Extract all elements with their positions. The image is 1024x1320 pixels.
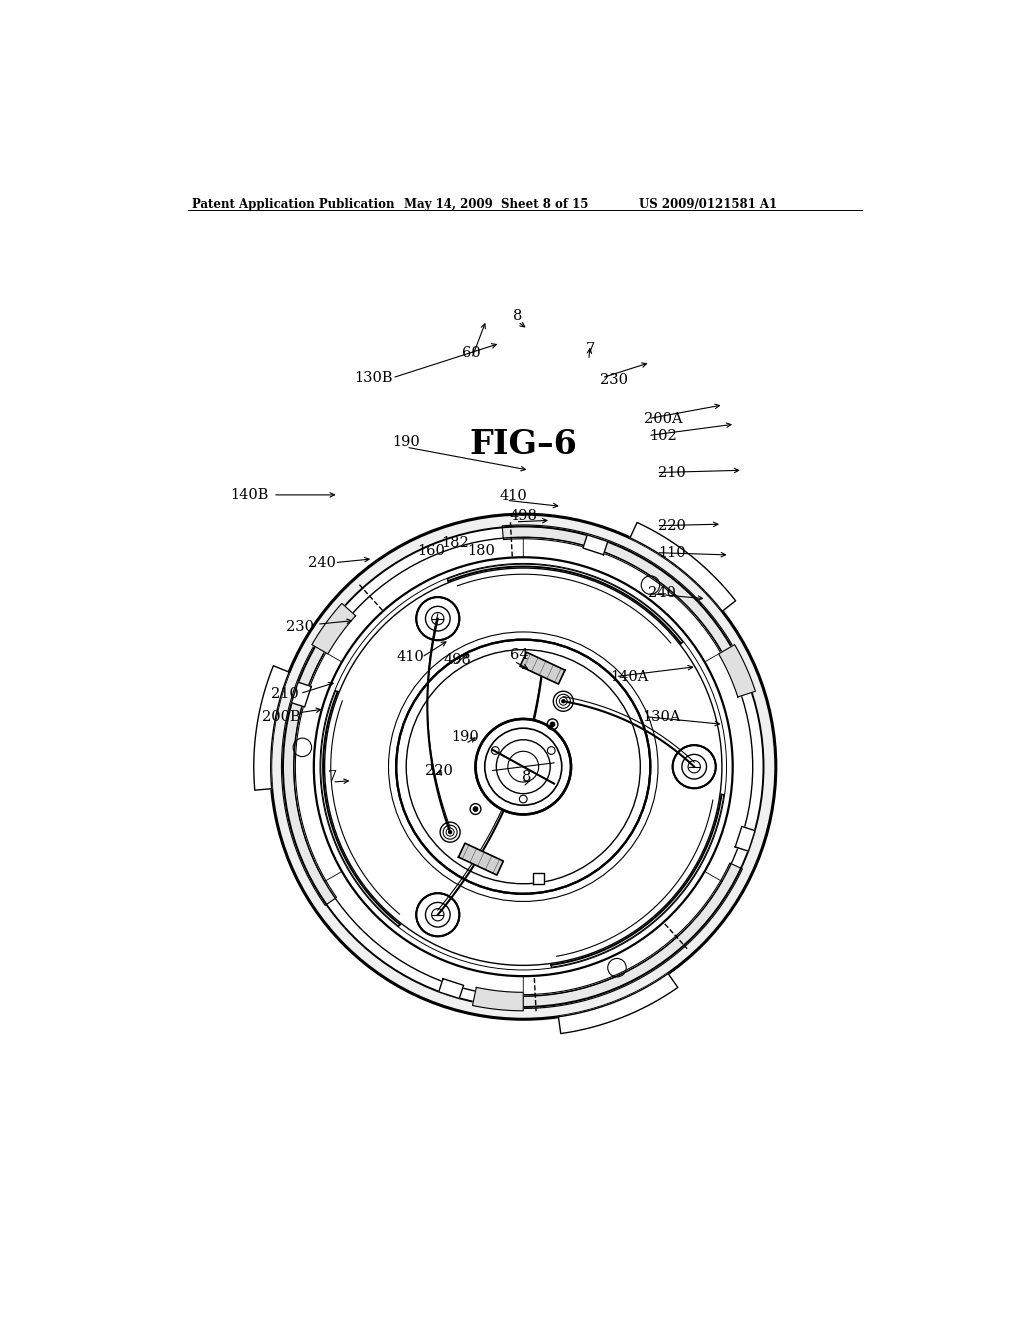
Text: 410: 410 <box>500 488 527 503</box>
Polygon shape <box>502 863 742 1008</box>
Text: 190: 190 <box>452 730 479 744</box>
Text: 102: 102 <box>649 429 677 442</box>
Polygon shape <box>523 537 722 663</box>
Polygon shape <box>472 987 523 1011</box>
Text: 410: 410 <box>396 651 424 664</box>
Text: 210: 210 <box>270 686 298 701</box>
Polygon shape <box>735 826 755 851</box>
Text: 240: 240 <box>648 586 676 601</box>
Circle shape <box>562 700 565 702</box>
Circle shape <box>475 719 571 814</box>
Text: 220: 220 <box>425 763 453 777</box>
Circle shape <box>416 597 460 640</box>
Polygon shape <box>312 603 355 653</box>
Circle shape <box>473 807 478 812</box>
Polygon shape <box>292 682 311 708</box>
Polygon shape <box>438 978 464 998</box>
Circle shape <box>416 894 460 936</box>
Text: 64: 64 <box>510 648 528 663</box>
Text: 180: 180 <box>467 544 495 558</box>
Text: 110: 110 <box>658 545 686 560</box>
Circle shape <box>673 744 716 788</box>
Text: 182: 182 <box>441 536 469 550</box>
Text: 498: 498 <box>509 510 538 524</box>
Text: 130A: 130A <box>643 710 681 723</box>
Polygon shape <box>520 652 565 684</box>
Text: Patent Application Publication: Patent Application Publication <box>193 198 394 211</box>
Text: 7: 7 <box>328 770 337 784</box>
Polygon shape <box>254 665 289 791</box>
Polygon shape <box>523 871 722 997</box>
Polygon shape <box>558 974 678 1034</box>
Text: 7: 7 <box>586 342 595 356</box>
Polygon shape <box>459 843 504 875</box>
Text: 140B: 140B <box>230 488 269 502</box>
Text: 200B: 200B <box>262 710 301 723</box>
Text: 498: 498 <box>443 652 472 667</box>
Text: 60: 60 <box>462 346 481 360</box>
Circle shape <box>550 722 555 726</box>
Text: May 14, 2009  Sheet 8 of 15: May 14, 2009 Sheet 8 of 15 <box>403 198 588 211</box>
Text: 130B: 130B <box>354 371 392 385</box>
Polygon shape <box>282 628 337 906</box>
Text: 190: 190 <box>392 434 420 449</box>
Polygon shape <box>294 652 342 882</box>
Text: 240: 240 <box>307 556 336 570</box>
Text: 8: 8 <box>522 770 531 784</box>
Polygon shape <box>502 525 742 671</box>
Text: 230: 230 <box>286 619 314 634</box>
Text: 220: 220 <box>658 519 686 533</box>
Text: 160: 160 <box>417 544 444 558</box>
Text: FIG–6: FIG–6 <box>469 429 578 462</box>
Text: US 2009/0121581 A1: US 2009/0121581 A1 <box>639 198 777 211</box>
Circle shape <box>396 640 650 894</box>
Polygon shape <box>534 873 544 884</box>
Text: 210: 210 <box>658 466 686 479</box>
Text: 230: 230 <box>600 374 628 387</box>
Polygon shape <box>271 515 775 1019</box>
Text: 200A: 200A <box>644 412 683 425</box>
Text: 8: 8 <box>513 309 522 323</box>
Circle shape <box>449 830 452 834</box>
Circle shape <box>313 557 733 977</box>
Polygon shape <box>630 523 735 611</box>
Text: 140A: 140A <box>610 669 649 684</box>
Polygon shape <box>583 535 608 554</box>
Polygon shape <box>719 644 756 697</box>
